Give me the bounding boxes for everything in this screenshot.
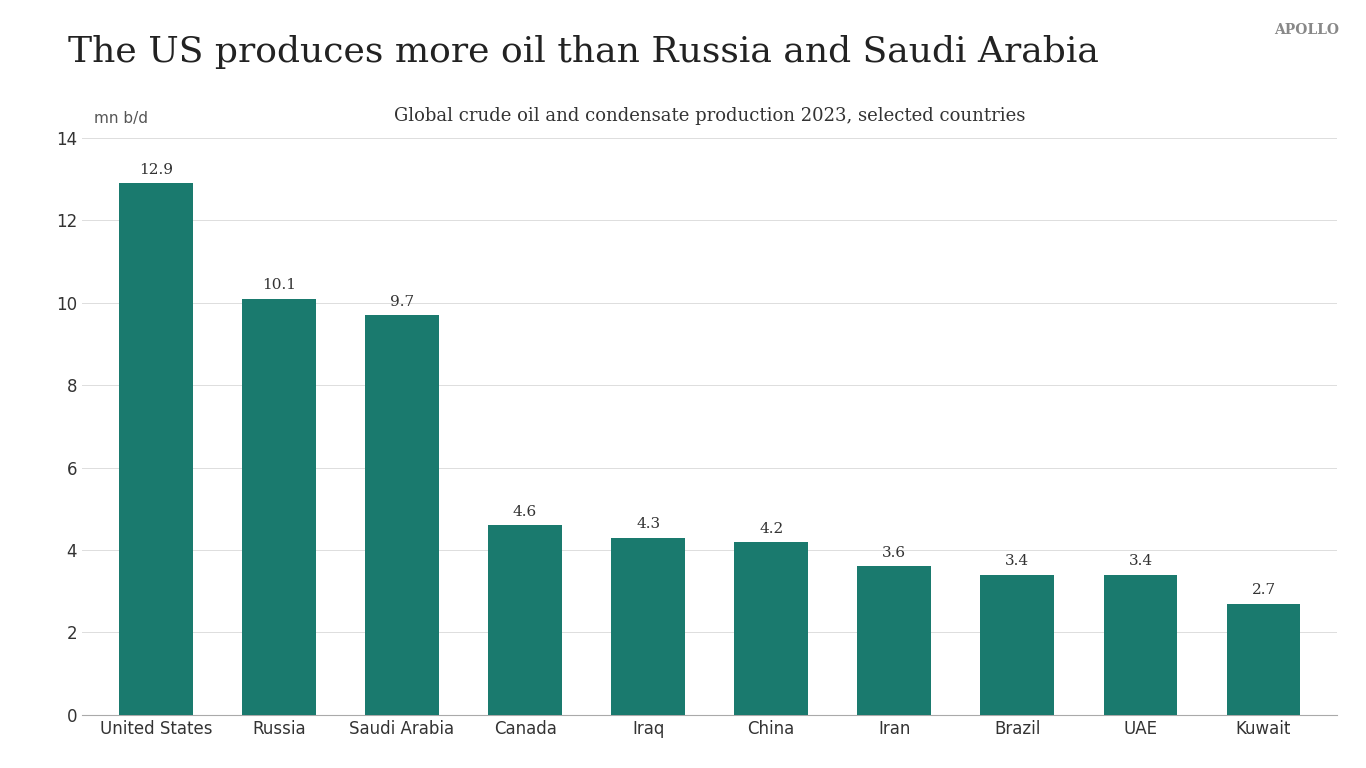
Bar <box>365 315 438 715</box>
Bar <box>1227 604 1300 715</box>
Bar <box>119 183 193 715</box>
Text: APOLLO: APOLLO <box>1273 23 1339 37</box>
Text: 3.4: 3.4 <box>1005 554 1030 568</box>
Title: Global crude oil and condensate production 2023, selected countries: Global crude oil and condensate producti… <box>393 108 1026 125</box>
Bar <box>981 574 1055 715</box>
Bar <box>488 525 561 715</box>
Bar <box>1104 574 1177 715</box>
Text: 3.4: 3.4 <box>1128 554 1153 568</box>
Text: The US produces more oil than Russia and Saudi Arabia: The US produces more oil than Russia and… <box>68 35 1100 69</box>
Bar <box>858 567 932 715</box>
Text: mn b/d: mn b/d <box>94 111 149 126</box>
Bar <box>242 299 316 715</box>
Text: 4.2: 4.2 <box>759 521 783 535</box>
Text: 12.9: 12.9 <box>139 163 173 177</box>
Text: 3.6: 3.6 <box>882 546 907 560</box>
Text: 10.1: 10.1 <box>262 278 296 293</box>
Text: 9.7: 9.7 <box>391 295 414 309</box>
Text: 4.3: 4.3 <box>637 518 660 531</box>
Bar <box>735 541 809 715</box>
Text: 2.7: 2.7 <box>1251 584 1276 598</box>
Bar <box>611 538 686 715</box>
Text: 4.6: 4.6 <box>514 505 537 519</box>
